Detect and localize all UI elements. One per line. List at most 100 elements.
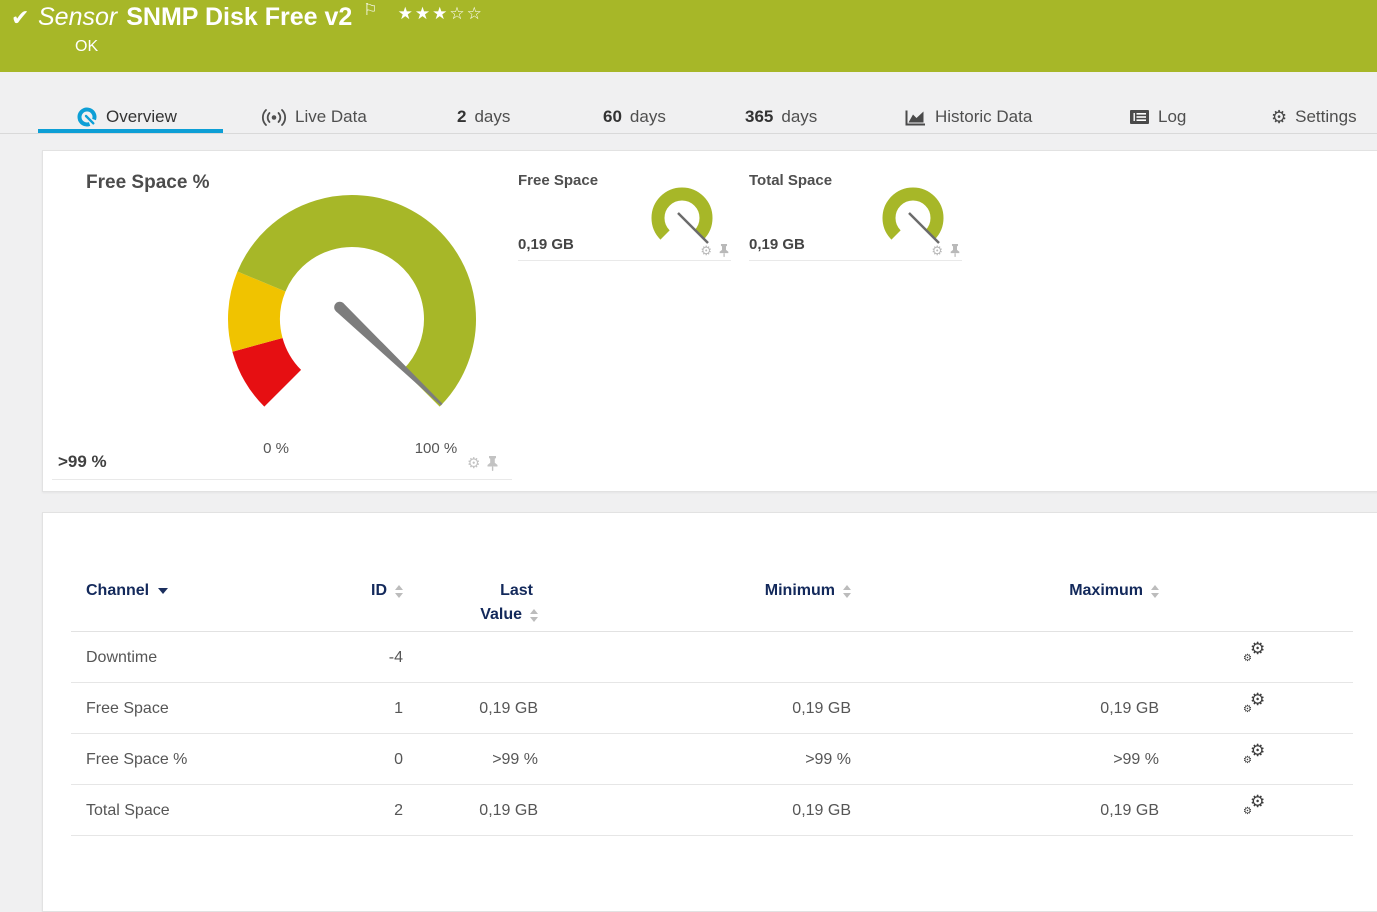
area-chart-icon: [905, 110, 925, 125]
star-icon[interactable]: ★: [432, 4, 450, 23]
channel-name-cell: Free Space: [86, 700, 169, 717]
mini-gauge-tile-free-space: Free Space 0,19 GB ⚙: [518, 165, 731, 261]
pin-icon[interactable]: [487, 456, 498, 471]
column-header-label: Channel: [86, 582, 150, 599]
flag-icon[interactable]: ⚐: [363, 2, 378, 19]
gauge-scale-min: 0 %: [263, 440, 289, 457]
tab-label: days: [474, 107, 511, 126]
mini-gauge-actions: ⚙: [931, 244, 960, 257]
column-header-id[interactable]: ID: [303, 579, 403, 603]
last-value-cell: >99 %: [492, 751, 538, 768]
column-header-label: Maximum: [1069, 582, 1143, 599]
tab-overview[interactable]: Overview: [76, 103, 177, 131]
channel-settings-icon[interactable]: ⚙ ⚙: [1243, 690, 1266, 715]
sort-descending-icon: [158, 588, 169, 594]
gauge-tile-divider: [518, 260, 731, 261]
log-list-icon: [1130, 110, 1149, 124]
column-header-label: Value: [480, 606, 522, 623]
main-gauge-title: Free Space %: [86, 172, 210, 193]
main-gauge-value: >99 %: [58, 452, 107, 471]
last-value-cell: 0,19 GB: [479, 700, 538, 717]
tab-label: days: [781, 107, 818, 126]
tab-number: 60: [603, 107, 622, 126]
mini-gauge-title: Free Space: [518, 172, 599, 189]
sort-icon[interactable]: [843, 584, 851, 598]
column-header-label: Minimum: [764, 582, 835, 599]
channel-settings-icon[interactable]: ⚙ ⚙: [1243, 639, 1266, 664]
tab-label: Settings: [1295, 107, 1357, 126]
channels-panel: Channel ID Last Value Minimum Maximum Do…: [42, 512, 1377, 912]
tab-live-data[interactable]: Live Data: [261, 103, 367, 131]
mini-gauge-actions: ⚙: [700, 244, 729, 257]
tab-number: 2: [457, 107, 467, 126]
table-row-free-space-percent[interactable]: Free Space % 0 >99 % >99 % >99 % ⚙ ⚙: [71, 734, 1353, 785]
sensor-header: ✔ Sensor SNMP Disk Free v2 ⚐ ★★★☆☆ OK: [0, 0, 1377, 72]
tab-label: Log: [1158, 107, 1187, 126]
table-row-free-space[interactable]: Free Space 1 0,19 GB 0,19 GB 0,19 GB ⚙ ⚙: [71, 683, 1353, 734]
tab-60-days[interactable]: 60 days: [603, 103, 666, 131]
column-header-maximum[interactable]: Maximum: [1001, 579, 1159, 603]
tab-historic-data[interactable]: Historic Data: [904, 103, 1032, 131]
column-header-channel[interactable]: Channel: [86, 579, 169, 603]
maximum-cell: >99 %: [1113, 751, 1159, 768]
tab-number: 365: [745, 107, 774, 126]
tab-label: days: [629, 107, 666, 126]
mini-gauge-title: Total Space: [749, 172, 833, 189]
channel-settings-icon[interactable]: ⚙ ⚙: [1243, 741, 1266, 766]
gauge-needle: [335, 303, 443, 406]
channel-id-cell: 2: [394, 802, 403, 819]
gear-icon[interactable]: ⚙: [931, 243, 943, 258]
star-icon[interactable]: ☆: [466, 4, 484, 23]
main-gauge-chart: [228, 195, 476, 407]
gauge-tile-divider: [52, 479, 512, 480]
channel-id-cell: 1: [394, 700, 403, 717]
star-icon[interactable]: ☆: [449, 4, 467, 23]
maximum-cell: 0,19 GB: [1100, 802, 1159, 819]
sort-icon[interactable]: [1151, 584, 1159, 598]
main-gauge-actions: ⚙: [467, 456, 498, 471]
mini-gauge-chart: [882, 187, 944, 244]
sort-icon[interactable]: [530, 608, 538, 622]
tab-label: Overview: [106, 107, 177, 126]
gear-icon: ⚙: [1271, 107, 1288, 127]
minimum-cell: 0,19 GB: [792, 802, 851, 819]
last-value-cell: 0,19 GB: [479, 802, 538, 819]
column-header-label: Last: [500, 582, 533, 599]
gauge-icon: [77, 107, 97, 127]
column-header-label: ID: [371, 582, 387, 599]
minimum-cell: 0,19 GB: [792, 700, 851, 717]
maximum-cell: 0,19 GB: [1100, 700, 1159, 717]
priority-stars[interactable]: ★★★☆☆: [398, 4, 484, 24]
pin-icon[interactable]: [950, 244, 960, 257]
broadcast-icon: [262, 108, 286, 126]
table-row-total-space[interactable]: Total Space 2 0,19 GB 0,19 GB 0,19 GB ⚙ ⚙: [71, 785, 1353, 836]
channel-id-cell: 0: [394, 751, 403, 768]
tab-bar: Overview Live Data 2 days 60 days 365 da…: [0, 72, 1377, 150]
tab-log[interactable]: Log: [1129, 103, 1186, 131]
gauge-scale-max: 100 %: [414, 440, 458, 457]
table-row-downtime[interactable]: Downtime -4 ⚙ ⚙: [71, 632, 1353, 683]
column-header-minimum[interactable]: Minimum: [693, 579, 851, 603]
sensor-name: SNMP Disk Free v2: [126, 3, 353, 31]
star-icon[interactable]: ★: [414, 4, 433, 23]
sort-icon[interactable]: [395, 584, 403, 598]
channel-settings-icon[interactable]: ⚙ ⚙: [1243, 792, 1266, 817]
object-type-label: Sensor: [38, 3, 118, 31]
pin-icon[interactable]: [719, 244, 729, 257]
tab-settings[interactable]: ⚙ Settings: [1271, 103, 1357, 131]
tab-365-days[interactable]: 365 days: [745, 103, 817, 131]
mini-gauge-value: 0,19 GB: [518, 236, 574, 253]
channel-rows: Downtime -4 ⚙ ⚙ Free Space 1 0,19 GB 0,19…: [71, 631, 1353, 836]
gear-icon[interactable]: ⚙: [700, 243, 712, 258]
channel-name-cell: Total Space: [86, 802, 170, 819]
active-tab-underline: [38, 129, 223, 133]
star-icon[interactable]: ★: [397, 4, 415, 23]
gauge-tile-divider: [749, 260, 962, 261]
gear-icon[interactable]: ⚙: [467, 455, 481, 472]
mini-gauge-tile-total-space: Total Space 0,19 GB ⚙: [749, 165, 962, 261]
sensor-title-row: Sensor SNMP Disk Free v2 ⚐ ★★★☆☆: [38, 2, 484, 32]
mini-gauge-chart: [651, 187, 713, 244]
column-header-last-value[interactable]: Last Value: [423, 579, 538, 627]
tab-label: Live Data: [295, 107, 367, 126]
tab-2-days[interactable]: 2 days: [457, 103, 510, 131]
